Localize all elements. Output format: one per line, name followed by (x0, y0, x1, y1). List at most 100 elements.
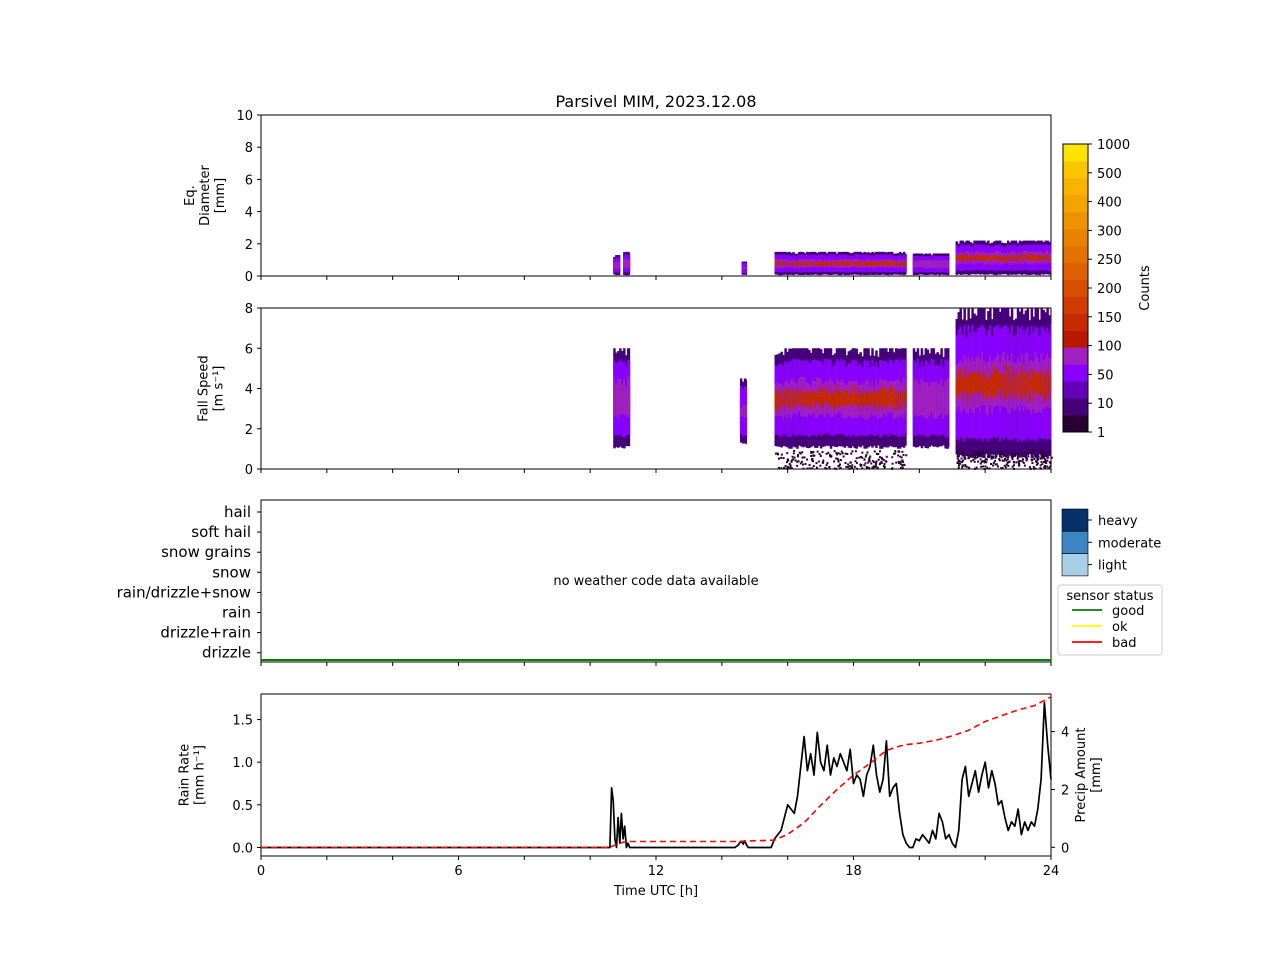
fall-speed-speckle (791, 467, 794, 470)
fall-speed-speckle (963, 457, 966, 460)
fall-speed-speckle (1039, 464, 1042, 467)
fall-speed-cell (625, 396, 628, 406)
fall-speed-speckle (841, 452, 844, 455)
fall-speed-speckle (844, 452, 847, 455)
fall-speed-speckle (900, 456, 903, 459)
fall-speed-speckle (834, 467, 837, 470)
eq-diameter-tick-label: 6 (245, 173, 253, 188)
fall-speed-speckle (802, 467, 805, 470)
fall-speed-speckle (782, 457, 785, 460)
colorbar-segment (1063, 296, 1088, 314)
fall-speed-speckle (995, 463, 998, 466)
eq-diameter-cell (981, 255, 984, 261)
fall-speed-speckle (882, 465, 885, 468)
fall-speed-speckle (975, 450, 978, 453)
fall-speed-cell (1050, 373, 1052, 391)
fall-speed-cell (1008, 380, 1012, 399)
fall-speed-speckle (1042, 456, 1045, 459)
fall-speed-cell (741, 405, 745, 417)
colorbar-tick-label: 100 (1097, 340, 1122, 355)
fall-speed-tick-label: 2 (245, 423, 253, 438)
fall-speed-speckle (830, 455, 833, 458)
fall-speed-speckle (992, 464, 995, 467)
fall-speed-speckle (977, 460, 980, 463)
fall-speed-speckle (899, 460, 902, 463)
eq-diameter-cell (875, 261, 878, 266)
eq-diameter-cell (900, 261, 904, 266)
fall-speed-speckle (1001, 467, 1004, 470)
fall-speed-cell (977, 370, 980, 394)
fall-speed-speckle (787, 465, 790, 468)
eq-diameter-cell (1034, 256, 1038, 261)
fall-speed-cell (623, 394, 626, 404)
fall-speed-cell (914, 389, 918, 405)
eq-diameter-cell (812, 262, 815, 266)
eq-diameter-cell (889, 261, 892, 265)
fall-speed-speckle (1000, 467, 1003, 470)
fall-speed-speckle (811, 451, 814, 454)
fall-speed-speckle (827, 451, 830, 454)
eq-diameter-cell (835, 262, 839, 267)
fall-speed-cell (1046, 367, 1049, 397)
fall-speed-speckle (815, 466, 818, 469)
fall-speed-cell (814, 392, 817, 409)
eq-diameter-cell (1042, 256, 1045, 262)
fall-speed-speckle (1011, 458, 1014, 461)
fall-speed-speckle (835, 457, 838, 460)
fall-speed-cell (851, 385, 854, 408)
eq-diameter-cell (833, 260, 837, 265)
fall-speed-cell (967, 374, 970, 402)
fall-speed-speckle (1005, 455, 1008, 458)
fall-speed-speckle (1047, 467, 1050, 470)
eq-diameter-cell (615, 262, 618, 267)
fall-speed-speckle (971, 453, 974, 456)
eq-diameter-cell (883, 260, 886, 266)
fall-speed-speckle (829, 455, 832, 458)
fall-speed-cell (845, 390, 849, 407)
fall-speed-speckle (1046, 465, 1049, 468)
fall-speed-speckle (1023, 464, 1026, 467)
fall-speed-cell (1030, 368, 1034, 389)
fall-speed-cell (922, 396, 926, 406)
fall-speed-speckle (1004, 458, 1007, 461)
intensity-label: moderate (1098, 536, 1161, 551)
fall-speed-speckle (980, 465, 983, 468)
fall-speed-speckle (861, 456, 864, 459)
fall-speed-speckle (806, 458, 809, 461)
fall-speed-speckle (828, 466, 831, 469)
fall-speed-speckle (864, 462, 867, 465)
rain-x-tick-label: 0 (257, 864, 265, 879)
fall-speed-cell (629, 393, 631, 409)
colorbar-segment (1063, 245, 1088, 264)
fall-speed-speckle (791, 455, 794, 458)
eq-diameter-cell (928, 262, 932, 267)
fall-speed-speckle (835, 452, 838, 455)
fall-speed-cell (1016, 374, 1020, 395)
eq-diameter-cell (629, 262, 631, 266)
fall-speed-speckle (988, 450, 991, 453)
fall-speed-cell (806, 389, 809, 406)
fall-speed-cell (987, 378, 990, 393)
fall-speed-speckle (1022, 461, 1025, 464)
fall-speed-speckle (815, 462, 818, 465)
sensor-status-legend-title: sensor status (1066, 589, 1153, 604)
fall-speed-speckle (956, 457, 959, 460)
fall-speed-speckle (974, 455, 977, 458)
fall-speed-speckle (780, 467, 783, 470)
fall-speed-cell (613, 388, 616, 406)
fall-speed-speckle (895, 461, 898, 464)
fall-speed-speckle (1041, 455, 1044, 458)
eq-diameter-cell (841, 261, 845, 265)
eq-diameter-cell (857, 261, 860, 266)
fall-speed-cell (1036, 373, 1039, 393)
fall-speed-cell (904, 387, 907, 408)
fall-speed-speckle (821, 461, 824, 464)
fall-speed-speckle (849, 465, 852, 468)
eq-diameter-cell (873, 261, 876, 266)
fall-speed-speckle (825, 467, 828, 470)
fall-speed-cell (1022, 368, 1026, 399)
weather-code-category: soft hail (191, 523, 251, 541)
eq-diameter-cell (863, 261, 866, 266)
fall-speed-speckle (1006, 458, 1009, 461)
fall-speed-cell (873, 390, 876, 411)
